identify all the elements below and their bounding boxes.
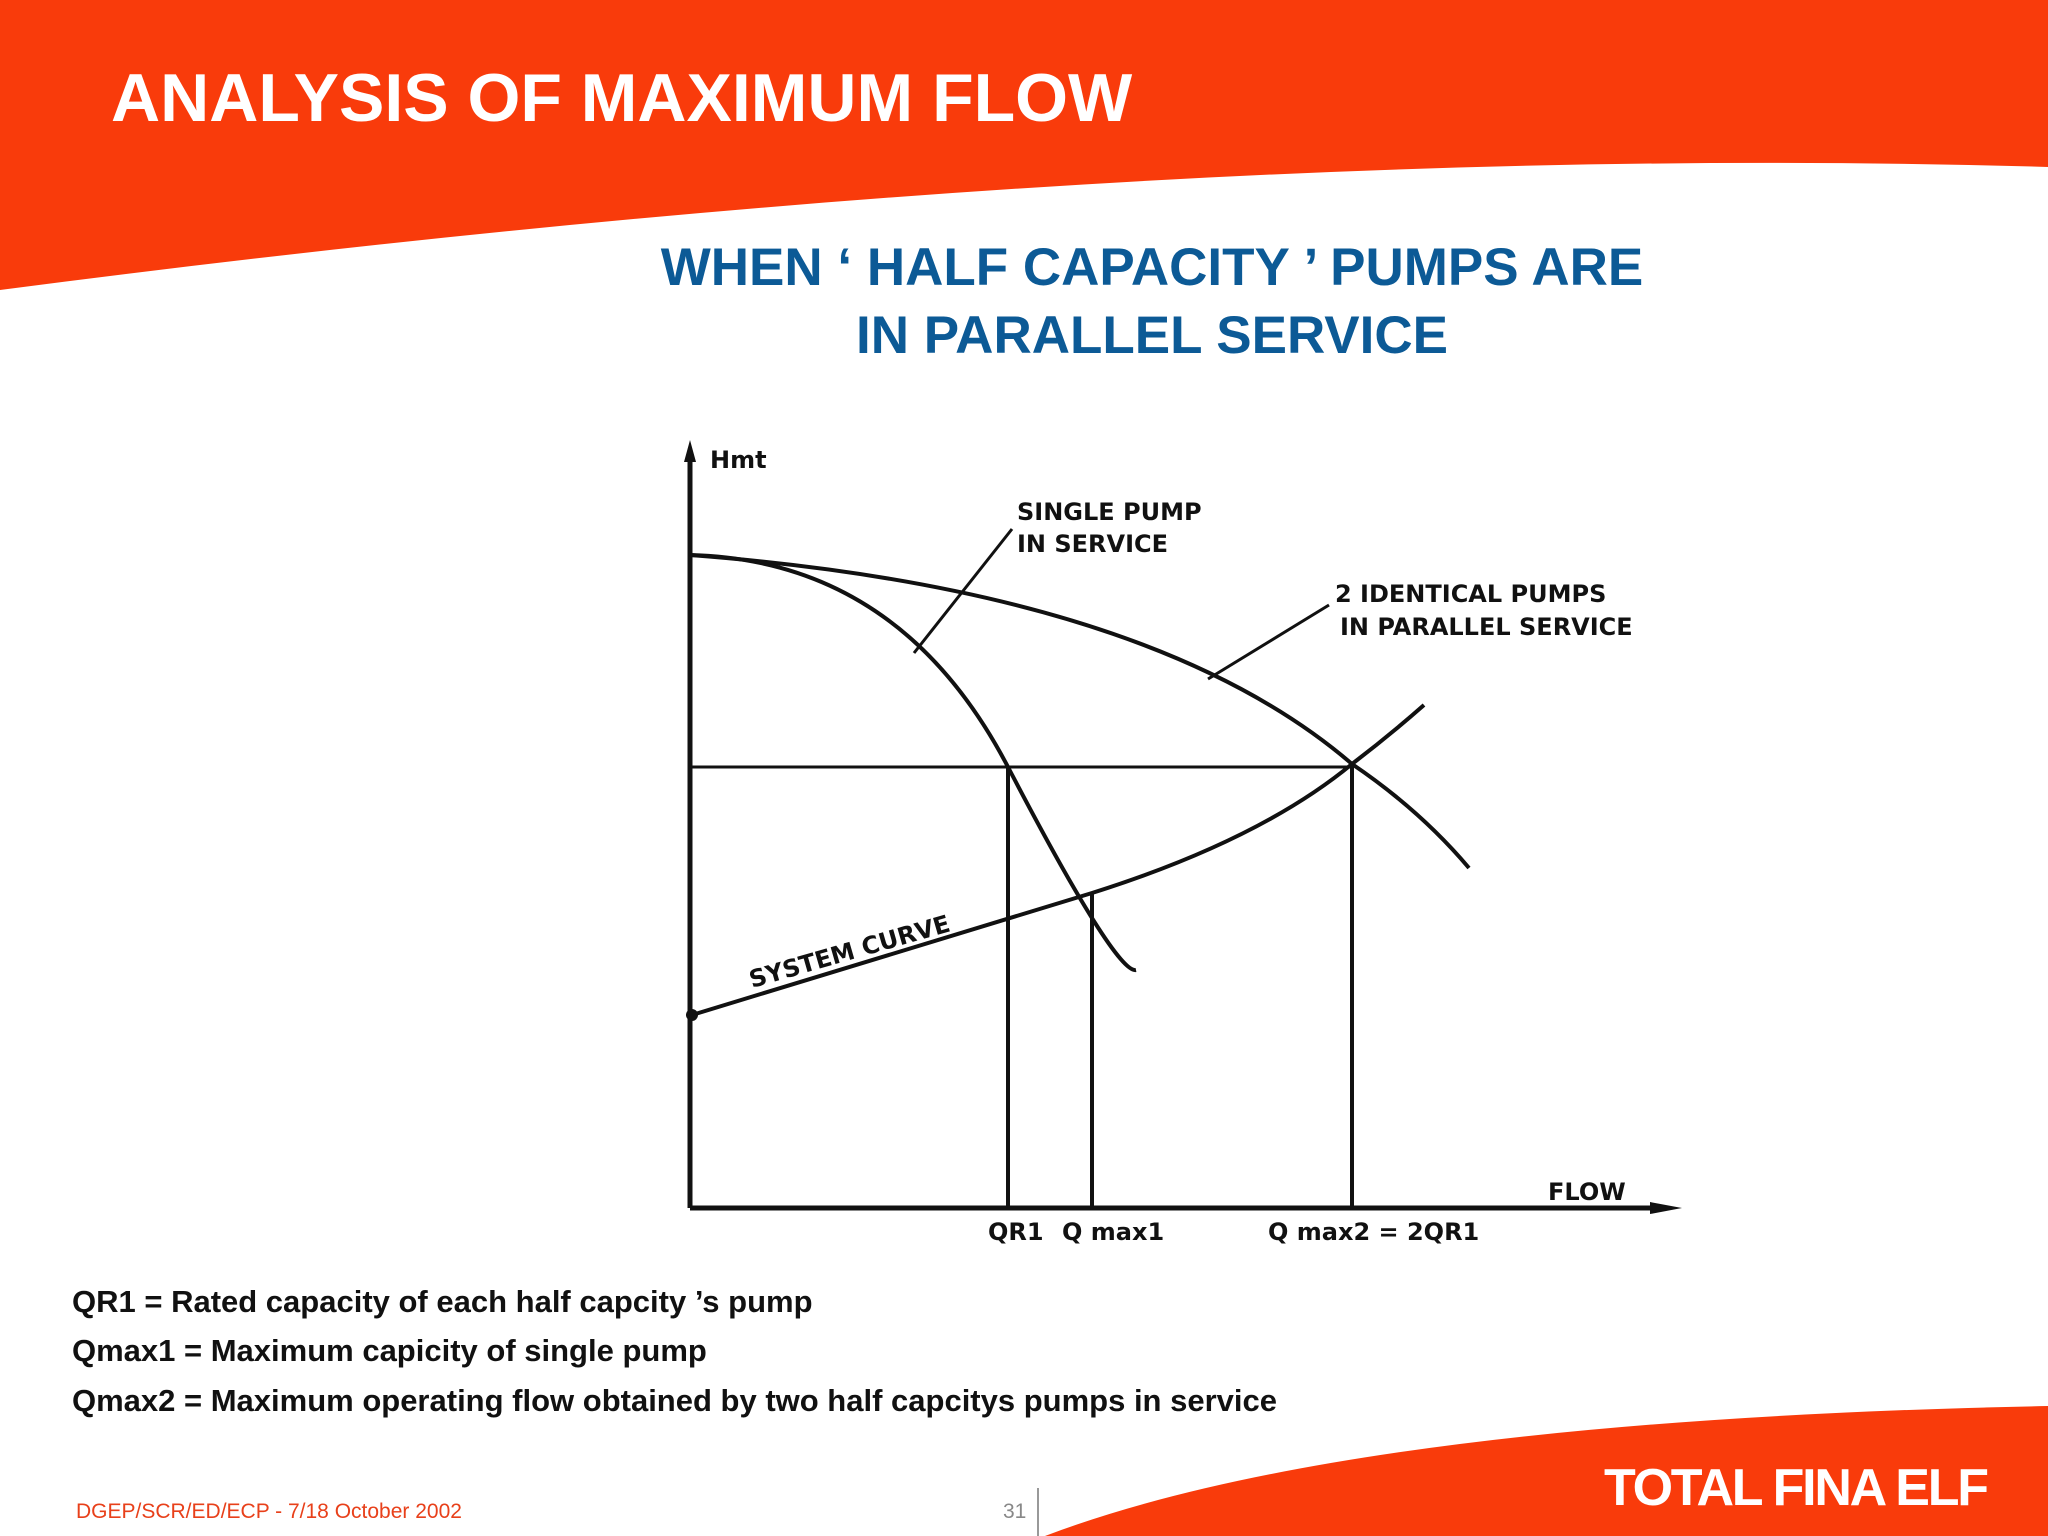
curve-label: 2 IDENTICAL PUMPS <box>1335 580 1606 608</box>
y-arrow <box>684 440 696 462</box>
pointer <box>912 528 1014 654</box>
x-arrow <box>1650 1202 1682 1214</box>
page-number: 31 <box>1003 1500 1026 1523</box>
header-band <box>0 0 2048 290</box>
definition: Qmax1 = Maximum capicity of single pump <box>72 1333 707 1368</box>
curve-label: SYSTEM CURVE <box>746 910 953 994</box>
definition: QR1 = Rated capacity of each half capcit… <box>72 1284 813 1319</box>
point-label: QR1 <box>988 1218 1044 1246</box>
subtitle-line: WHEN ‘ HALF CAPACITY ’ PUMPS ARE <box>661 238 1644 297</box>
point-label: Q max1 <box>1062 1218 1164 1246</box>
definition: Qmax2 = Maximum operating flow obtained … <box>72 1383 1277 1418</box>
curve-label: IN PARALLEL SERVICE <box>1340 613 1633 641</box>
x-axis-label: FLOW <box>1548 1178 1626 1206</box>
system-curve <box>691 703 1426 1017</box>
footer-reference: DGEP/SCR/ED/ECP - 7/18 October 2002 <box>76 1500 462 1523</box>
y-axis-label: Hmt <box>710 446 767 474</box>
subtitle-line: IN PARALLEL SERVICE <box>856 306 1448 365</box>
footer-band <box>1045 1406 2048 1536</box>
logo: TOTAL FINA ELF <box>1604 1459 1988 1517</box>
diagram: Hmt FLOW SINGLE PUMP IN SERVICE 2 IDENTI… <box>684 440 1682 1246</box>
slide-title: ANALYSIS OF MAXIMUM FLOW <box>111 60 1133 136</box>
parallel-pump-curve <box>689 553 1471 870</box>
point-label: Q max2 = 2QR1 <box>1268 1218 1479 1246</box>
single-pump-curve <box>689 553 1137 972</box>
curve-label: SINGLE PUMP <box>1017 498 1202 526</box>
curve-label: IN SERVICE <box>1017 530 1168 558</box>
pointer <box>1207 603 1330 681</box>
system-start <box>686 1009 698 1021</box>
